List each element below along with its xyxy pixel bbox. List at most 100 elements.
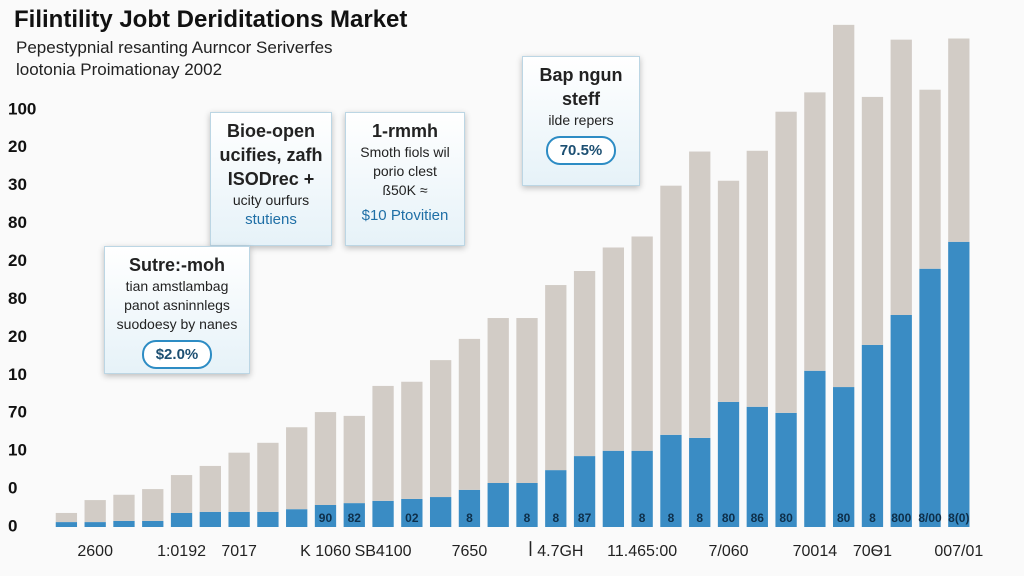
y-tick-label: 0: [8, 479, 17, 498]
callout-text: ilde repers: [548, 112, 614, 128]
bar-segment: [948, 38, 970, 242]
bar-segment: [343, 503, 365, 527]
y-tick-label: 0: [8, 516, 17, 535]
callout-badge: $2.0%: [141, 340, 213, 369]
callout-text: steff: [561, 89, 600, 109]
bar-segment: [746, 150, 768, 407]
bar-segment: [401, 381, 423, 499]
bar-segment: [286, 509, 308, 527]
bar-segment: [833, 387, 855, 527]
subtitle: lootonia Proimationay 2002: [16, 60, 223, 79]
bar-segment: [804, 92, 826, 371]
bar-segment: [84, 522, 106, 527]
bar-segment: [689, 151, 711, 438]
bar-text: 8: [466, 511, 473, 525]
bar-text: 8(0): [948, 511, 969, 525]
bar-segment: [861, 96, 884, 345]
callout-text: Smoth fiols wil: [360, 144, 450, 160]
x-tick-label: 7017: [221, 543, 257, 560]
bar-segment: [170, 475, 193, 513]
x-tick-label: 7650: [452, 543, 488, 560]
y-tick-label: 20: [8, 137, 27, 156]
callout-text: ucity ourfurs: [232, 192, 310, 208]
bar-segment: [602, 247, 625, 451]
bar-segment: [55, 512, 78, 523]
bar-text: 86: [751, 511, 765, 525]
callout-text: suodoesy by nanes: [116, 316, 238, 332]
bar-text: 80: [837, 511, 851, 525]
bar-segment: [545, 470, 567, 527]
callout-text: porio clest: [373, 163, 437, 179]
callout-text: stutiens: [245, 211, 297, 228]
bar-text: 800: [891, 511, 911, 525]
bar-segment: [804, 370, 826, 527]
bar-segment: [228, 452, 250, 512]
bar-segment: [890, 39, 912, 315]
bar-segment: [746, 406, 768, 527]
callout-text: tian amstlambag: [125, 278, 229, 294]
callout-text: Bap ngun: [539, 65, 623, 85]
bar-text: 8: [639, 511, 646, 525]
bar-segment: [775, 412, 797, 527]
bar-segment: [401, 498, 423, 527]
bar-segment: [660, 434, 682, 527]
y-tick-label: 70: [8, 403, 27, 422]
x-tick-label: ꟾ 4.7GH: [528, 541, 583, 560]
callout-text: Bioe-open: [227, 121, 315, 141]
bar-segment: [170, 512, 193, 527]
bar-segment: [429, 497, 452, 527]
x-tick-label: 11.465:00: [607, 543, 677, 560]
bar-segment: [660, 185, 682, 435]
x-tick-label: 2600: [77, 543, 113, 560]
bar-text: 02: [405, 511, 419, 525]
bar-segment: [948, 241, 970, 527]
bar-segment: [257, 511, 279, 527]
bar-segment: [142, 520, 164, 527]
bar-segment: [113, 494, 135, 521]
bar-segment: [545, 285, 567, 471]
bar-segment: [199, 465, 221, 512]
bar-text: 8: [869, 511, 876, 525]
bar-segment: [372, 385, 394, 501]
x-tick-label: 70Ѳ1: [853, 543, 892, 560]
callout-text: Sutre:-moh: [129, 255, 225, 275]
x-tick-label: ЅВ4100: [355, 543, 412, 560]
bar-segment: [573, 271, 596, 457]
bar-text: 8: [696, 511, 703, 525]
bar-segment: [516, 318, 538, 484]
bar-text: 8/00: [918, 511, 942, 525]
bar-segment: [631, 450, 653, 527]
callout-badge: 70.5%: [545, 136, 617, 165]
bar-segment: [314, 505, 337, 527]
bar-segment: [429, 360, 452, 498]
callout-text: ISODrec +: [227, 169, 315, 189]
x-tick-label: 1:0192: [157, 543, 206, 560]
y-tick-label: 80: [8, 289, 27, 308]
bar-segment: [487, 483, 509, 527]
bar-segment: [602, 450, 625, 527]
bar-text: 87: [578, 511, 592, 525]
callout: Bioe-open ucifies, zafh ISODrec + ucity …: [210, 112, 332, 246]
bar-segment: [314, 412, 337, 506]
bar-segment: [775, 111, 797, 413]
y-tick-label: 20: [8, 251, 27, 270]
callout-text: ucifies, zafh: [219, 145, 323, 165]
bar-text: 8: [668, 511, 675, 525]
bar-segment: [286, 427, 308, 510]
bar-segment: [55, 522, 78, 527]
bar-segment: [228, 511, 250, 527]
bar-segment: [833, 24, 855, 388]
bar-segment: [717, 401, 740, 527]
bar-segment: [717, 180, 740, 402]
callout-text: panot asninnlegs: [124, 297, 230, 313]
bar-segment: [199, 511, 221, 527]
bar-segment: [257, 442, 279, 512]
bar-segment: [458, 338, 481, 490]
bar-segment: [689, 437, 711, 527]
bar-segment: [343, 415, 365, 504]
bar-segment: [861, 344, 884, 527]
bar-segment: [573, 456, 596, 527]
callout: 1-rmmh Smoth fiols wil porio clest ß50K …: [345, 112, 465, 246]
bar-segment: [487, 318, 509, 484]
